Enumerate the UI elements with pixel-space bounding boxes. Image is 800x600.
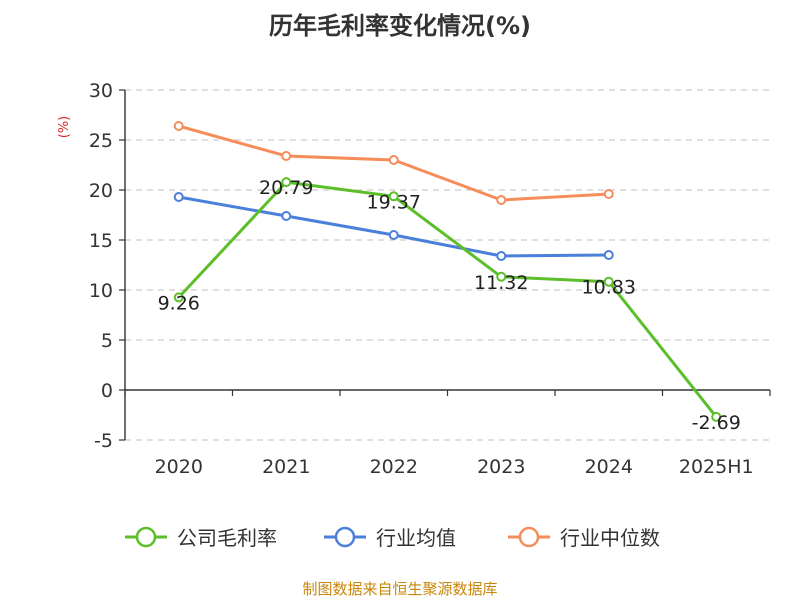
data-label: 9.26 — [158, 292, 200, 314]
data-point — [603, 276, 614, 287]
legend-label: 公司毛利率 — [177, 526, 277, 550]
series-line-0 — [177, 180, 718, 418]
legend-marker — [518, 526, 540, 548]
data-point — [281, 211, 292, 221]
x-tick-label: 2025H1 — [679, 456, 754, 478]
legend-marker — [334, 526, 356, 548]
data-point — [388, 155, 399, 165]
data-label: 20.79 — [259, 177, 313, 199]
y-tick-label: -5 — [94, 430, 113, 452]
y-tick-label: 0 — [101, 380, 113, 402]
data-point — [496, 251, 507, 261]
series-lines — [173, 121, 722, 422]
y-tick-label: 5 — [101, 330, 113, 352]
x-tick-label: 2023 — [477, 456, 525, 478]
legend-label: 行业中位数 — [560, 526, 660, 550]
y-tick-label: 30 — [89, 80, 113, 102]
x-tick-labels: 2020 2021 2022 2023 2024 2025H1 — [155, 456, 754, 478]
legend-marker — [135, 526, 157, 548]
legend-label: 行业均值 — [376, 526, 456, 550]
chart-title: 历年毛利率变化情况(%) — [269, 12, 531, 40]
data-point — [173, 292, 184, 303]
x-tick-label: 2020 — [155, 456, 203, 478]
y-tick-label: 20 — [89, 180, 113, 202]
data-label: 10.83 — [582, 277, 636, 299]
y-tick-label: 10 — [89, 280, 113, 302]
legend: 公司毛利率 行业均值 行业中位数 — [125, 526, 660, 550]
data-point — [496, 271, 507, 282]
y-axis-label: (%) — [57, 116, 72, 139]
data-point — [173, 192, 184, 202]
data-point — [603, 250, 614, 260]
x-tick-label: 2024 — [585, 456, 633, 478]
x-tick-label: 2021 — [262, 456, 310, 478]
data-point — [173, 121, 184, 131]
data-point — [388, 230, 399, 240]
x-tick-label: 2022 — [370, 456, 418, 478]
y-tick-labels: 30 25 20 15 10 5 0 -5 — [89, 80, 113, 452]
data-label: 11.32 — [474, 272, 528, 294]
data-point — [496, 195, 507, 205]
data-point — [603, 189, 614, 199]
data-point — [281, 151, 292, 161]
data-point — [711, 411, 722, 422]
axes — [119, 89, 771, 441]
data-point — [281, 177, 292, 188]
data-labels: 9.26 20.79 19.37 11.32 10.83 -2.69 — [158, 177, 741, 434]
y-tick-label: 15 — [89, 230, 113, 252]
y-tick-label: 25 — [89, 130, 113, 152]
data-label: -2.69 — [692, 412, 741, 434]
data-label: 19.37 — [367, 191, 421, 213]
gridlines — [125, 89, 770, 441]
source-note: 制图数据来自恒生聚源数据库 — [302, 580, 498, 598]
data-point — [388, 191, 399, 202]
